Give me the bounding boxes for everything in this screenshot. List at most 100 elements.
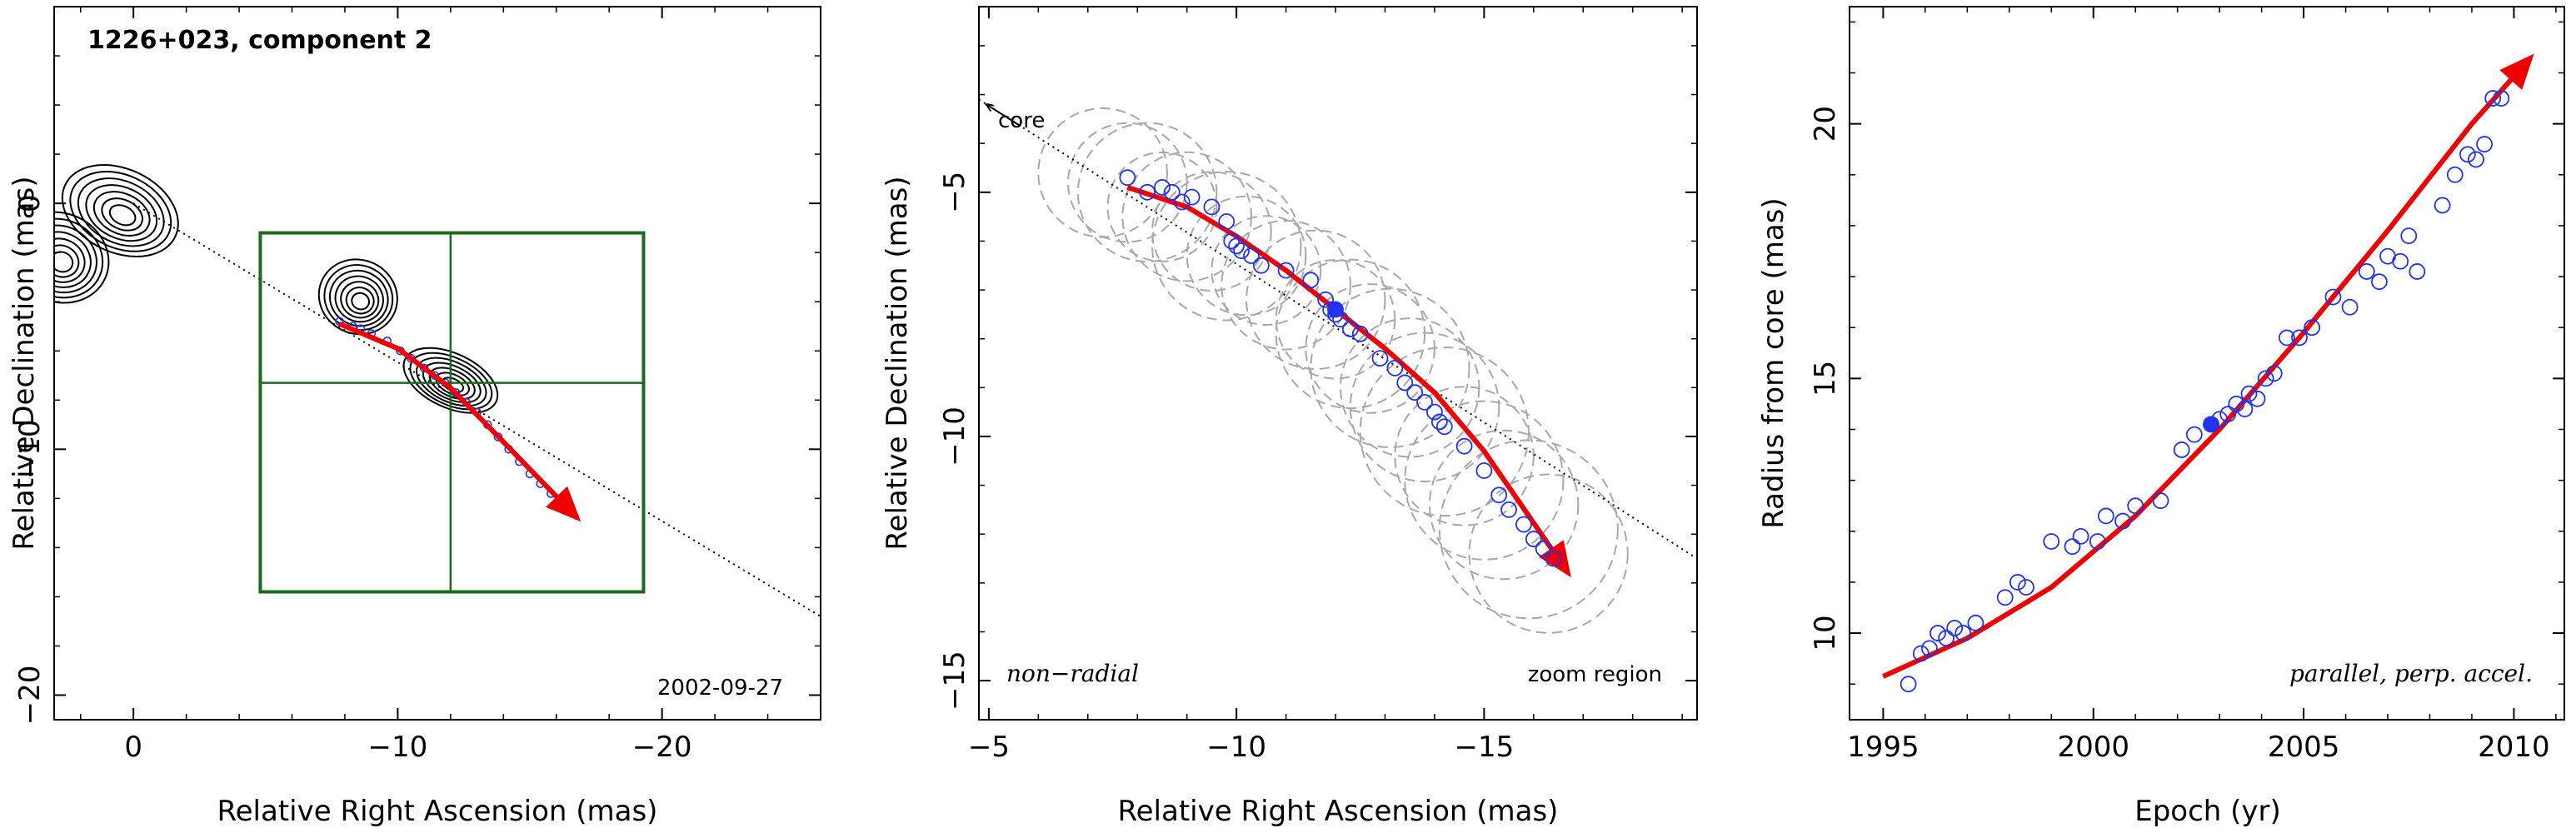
position-point [1317,291,1335,308]
x-tick-label: −10 [1206,731,1266,764]
radius-point [2064,538,2081,556]
contour-line [54,217,104,299]
contour-line [340,281,380,319]
contour-line [54,251,74,273]
acceleration-fit-curve [1882,53,2534,679]
radius-point [2371,273,2388,291]
error-circle [1428,429,1580,581]
error-circle [1151,171,1302,322]
position-point [1252,257,1270,274]
contour-line [54,237,86,283]
error-circle [1221,219,1351,351]
panel-middle: −5 −10 −15 −5 −10 −15 core non−radial zoom re… [881,6,1698,828]
radius-point [2072,527,2089,545]
x-axis-label: Epoch (yr) [2134,795,2281,828]
error-circle [1106,151,1218,262]
position-point [1500,501,1517,518]
radius-point [2434,197,2451,214]
zoom-region-annotation: zoom region [1528,662,1662,687]
panel-left: 0 −10 −20 0 −10 −20 1226+023, component 2 200… [7,6,821,828]
contour-line [85,184,158,242]
radius-point [2009,574,2026,591]
radius-point [2446,166,2464,183]
position-point [1371,350,1389,367]
contour-map [54,164,499,414]
position-point [1430,413,1448,431]
x-axis-label: Relative Right Ascension (mas) [217,795,658,828]
radius-point [1938,630,1954,647]
position-point [1525,531,1542,547]
position-point [1416,394,1433,411]
axis-ticks: −5 −10 −15 −5 −10 −15 [938,7,1697,764]
contour-line [54,211,110,304]
radius-point [2400,227,2418,245]
position-point [1173,193,1191,211]
position-point [1119,169,1136,187]
position-point [1455,437,1473,455]
y-axis-label: Relative Declination (mas) [881,176,914,550]
radius-point [2278,329,2295,347]
position-point [1183,188,1201,206]
radius-point [2228,396,2245,412]
radius-point [1996,589,2014,606]
current-epoch-point [2203,416,2219,433]
radius-point [2392,252,2409,270]
radius-point [2257,370,2274,387]
trajectory-fit [338,322,582,522]
x-tick-label: 2005 [2268,731,2340,764]
axis-ticks: 0 −10 −20 0 −10 −20 [13,6,821,764]
position-point [1233,242,1250,260]
contour-line [317,258,398,336]
radius-point [2265,365,2283,382]
contour-line [334,275,384,323]
core-direction-arrow [986,104,1020,126]
radius-point [2409,263,2426,280]
position-point [1475,462,1493,479]
y-tick-label: −15 [938,651,971,711]
radius-point [1954,625,1972,641]
radius-point [2114,512,2131,530]
error-circle [1151,171,1272,292]
error-circle [1067,122,1188,243]
radius-point [2304,319,2321,337]
radius-point [2291,329,2308,347]
plot-frame [1849,6,2565,721]
radius-point [1912,645,1930,662]
position-point [1223,232,1241,250]
radius-point [1900,676,1917,693]
current-epoch-point [1327,301,1344,318]
error-circle [1186,195,1307,317]
x-tick-label: −15 [1454,731,1514,764]
y-tick-label: 15 [1809,361,1842,397]
contour-line [409,352,493,411]
radius-point [2476,136,2494,152]
radius-point [2018,579,2034,596]
radius-point [2043,533,2060,550]
position-point [1545,550,1562,567]
radius-point [1967,614,1984,631]
y-tick-label: −20 [13,666,47,726]
contour-line [92,191,151,237]
radial-track-line [979,98,1697,560]
error-circles [1037,107,1629,634]
chart-title: 1226+023, component 2 [87,26,432,55]
radius-point [1920,640,1938,657]
radius-point [2236,401,2254,417]
contour-line [101,197,143,232]
position-point [1435,418,1453,436]
radius-point [2219,406,2237,423]
error-circle [1468,473,1629,634]
position-point [1490,486,1508,504]
position-point [1154,179,1171,196]
error-circle [1404,400,1565,561]
position-point [1351,325,1369,342]
x-tick-label: 2010 [2478,731,2550,764]
error-circle [1246,229,1386,370]
position-point [1386,359,1404,377]
radius-measurements [1900,90,2510,693]
error-circle [1310,287,1470,448]
contour-line [323,264,394,332]
error-circle [1438,439,1619,620]
position-point [1535,540,1552,557]
